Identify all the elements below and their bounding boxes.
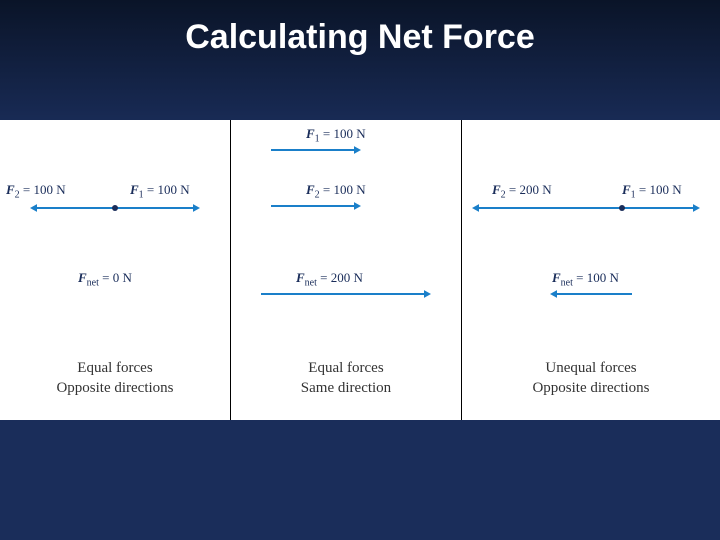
label-f2: F2 = 100 N xyxy=(306,182,366,201)
label-f2: F2 = 200 N xyxy=(492,182,552,201)
label-f1: F1 = 100 N xyxy=(130,182,190,201)
panel-caption: Unequal forcesOpposite directions xyxy=(462,358,720,399)
diagram-area: F2 = 100 N F1 = 100 N Fnet = 0 N Equal forc… xyxy=(0,120,720,420)
slide-title: Calculating Net Force xyxy=(0,0,720,67)
panel-opposite-equal: F2 = 100 N F1 = 100 N Fnet = 0 N Equal forc… xyxy=(0,120,230,420)
label-f2: F2 = 100 N xyxy=(6,182,66,201)
panel-opposite-unequal: F2 = 200 N F1 = 100 N Fnet = 100 N Unequal … xyxy=(462,120,720,420)
label-f1: F1 = 100 N xyxy=(622,182,682,201)
label-f1: F1 = 100 N xyxy=(306,126,366,145)
panel-caption: Equal forcesOpposite directions xyxy=(0,358,230,399)
panel-same-direction: F1 = 100 N F2 = 100 N Fnet = 200 N Equal fo… xyxy=(231,120,461,420)
label-fnet: Fnet = 0 N xyxy=(78,270,132,289)
panel-caption: Equal forcesSame direction xyxy=(231,358,461,399)
label-fnet: Fnet = 200 N xyxy=(296,270,363,289)
label-fnet: Fnet = 100 N xyxy=(552,270,619,289)
